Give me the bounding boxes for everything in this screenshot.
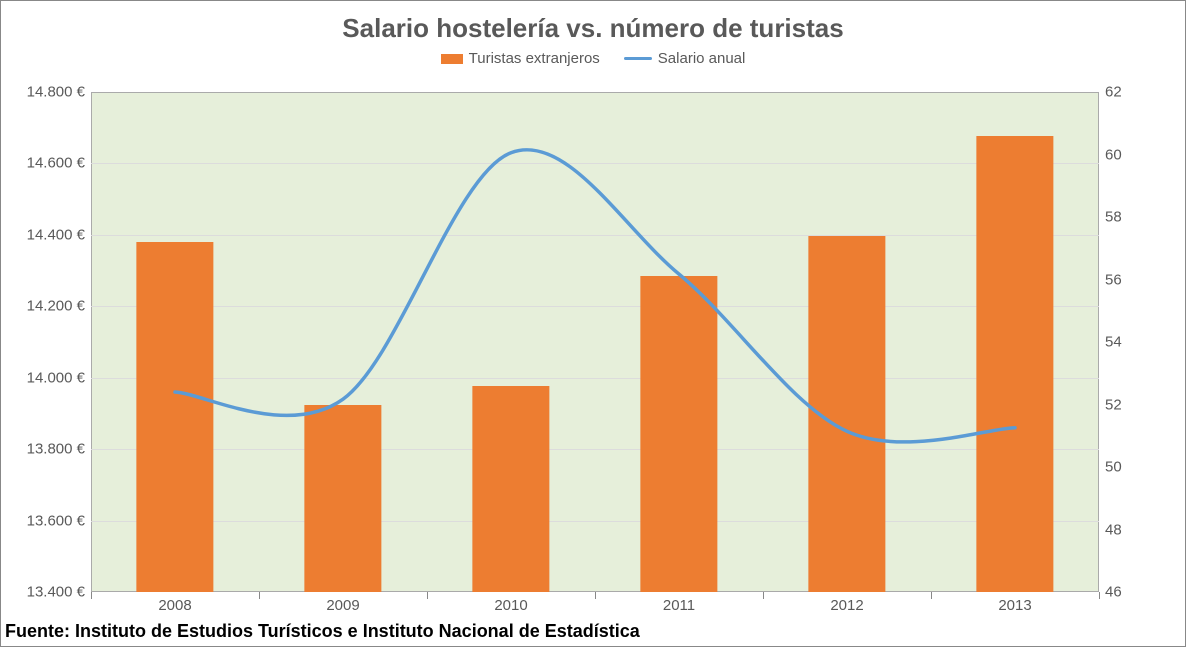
y-right-tick: 56 bbox=[1105, 271, 1145, 288]
chart-legend: Turistas extranjeros Salario anual bbox=[1, 50, 1185, 67]
y-left-tick: 13.600 € bbox=[1, 512, 85, 529]
x-axis-label: 2011 bbox=[595, 597, 763, 621]
legend-item-bars: Turistas extranjeros bbox=[441, 50, 600, 67]
y-right-tick: 52 bbox=[1105, 396, 1145, 413]
line-layer bbox=[91, 92, 1099, 592]
y-axis-right: Millones de turistas 626058565452504846 bbox=[1105, 92, 1145, 592]
x-axis-label: 2010 bbox=[427, 597, 595, 621]
source-text: Fuente: Instituto de Estudios Turísticos… bbox=[5, 621, 640, 642]
y-right-tick: 54 bbox=[1105, 334, 1145, 351]
y-left-tick: 14.600 € bbox=[1, 155, 85, 172]
y-left-tick: 14.800 € bbox=[1, 84, 85, 101]
x-axis-label: 2013 bbox=[931, 597, 1099, 621]
y-right-tick: 62 bbox=[1105, 84, 1145, 101]
y-left-tick: 14.000 € bbox=[1, 369, 85, 386]
y-axis-left: 14.800 €14.600 €14.400 €14.200 €14.000 €… bbox=[1, 92, 85, 592]
x-axis-labels: 200820092010201120122013 bbox=[91, 597, 1099, 621]
legend-item-line: Salario anual bbox=[624, 50, 746, 67]
y-right-tick: 60 bbox=[1105, 146, 1145, 163]
y-left-tick: 13.400 € bbox=[1, 584, 85, 601]
y-right-tick: 58 bbox=[1105, 209, 1145, 226]
y-left-tick: 14.400 € bbox=[1, 226, 85, 243]
legend-label-bars: Turistas extranjeros bbox=[469, 50, 600, 67]
y-left-tick: 14.200 € bbox=[1, 298, 85, 315]
legend-swatch-line bbox=[624, 57, 652, 60]
y-right-tick: 48 bbox=[1105, 521, 1145, 538]
y-right-tick: 50 bbox=[1105, 459, 1145, 476]
y-left-tick: 13.800 € bbox=[1, 441, 85, 458]
chart-title: Salario hostelería vs. número de turista… bbox=[1, 1, 1185, 44]
legend-label-line: Salario anual bbox=[658, 50, 746, 67]
y-right-tick: 46 bbox=[1105, 584, 1145, 601]
legend-swatch-bars bbox=[441, 54, 463, 64]
x-axis-label: 2012 bbox=[763, 597, 931, 621]
x-axis-label: 2009 bbox=[259, 597, 427, 621]
salary-line bbox=[175, 150, 1015, 442]
x-axis-label: 2008 bbox=[91, 597, 259, 621]
plot-area bbox=[91, 92, 1099, 592]
